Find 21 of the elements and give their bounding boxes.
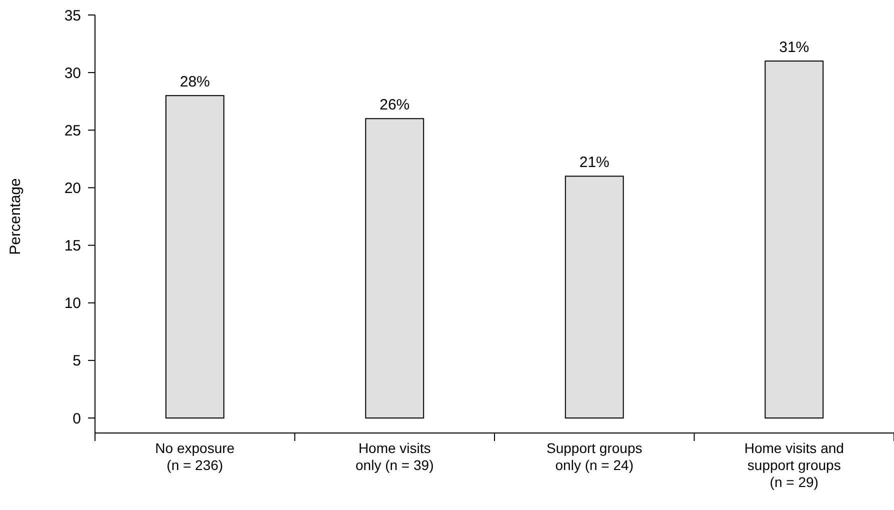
x-tick-label: Home visits only (n = 39) (356, 440, 434, 473)
y-tick-label: 35 (64, 7, 81, 24)
x-tick-label: Home visits and support groups (n = 29) (744, 440, 844, 490)
y-tick-label: 10 (64, 295, 81, 312)
data-label: 28% (180, 74, 210, 91)
data-label: 26% (380, 96, 410, 114)
x-tick-label: No exposure (n = 236) (155, 440, 235, 473)
data-label: 31% (779, 39, 810, 56)
y-tick-label: 15 (64, 238, 81, 255)
bar (365, 118, 424, 418)
y-tick-label: 20 (64, 180, 81, 197)
bar (165, 95, 224, 418)
bar (764, 60, 824, 418)
y-tick-label: 30 (64, 64, 81, 82)
bar (564, 176, 624, 418)
data-label: 21% (579, 154, 610, 172)
y-axis-title: Percentage (7, 178, 24, 255)
y-tick-label: 0 (72, 410, 81, 428)
x-tick-label: Support groups only (n = 24) (546, 440, 642, 473)
y-tick-label: 5 (72, 352, 81, 370)
y-tick-label: 25 (64, 122, 81, 140)
